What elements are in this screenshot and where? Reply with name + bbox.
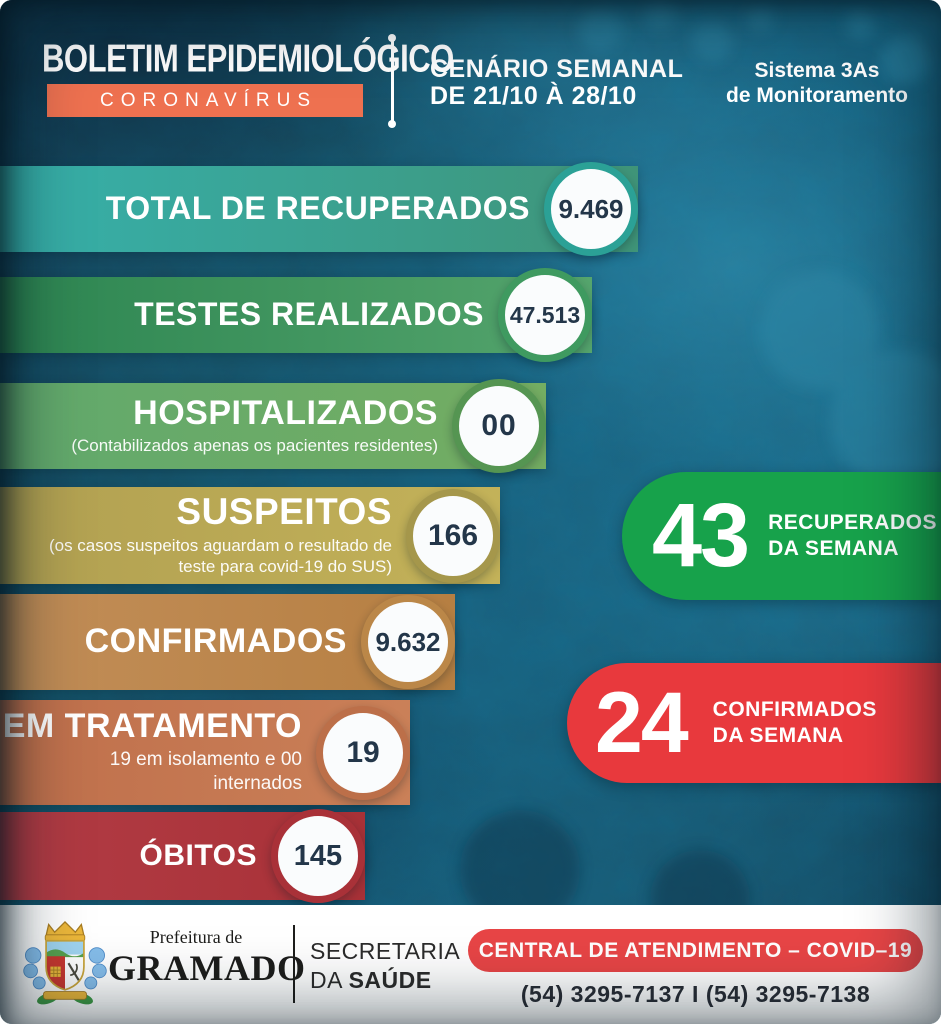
system-line2: de Monitoramento bbox=[726, 84, 908, 107]
stat-label: TOTAL DE RECUPERADOS bbox=[105, 190, 530, 227]
stat-label: TESTES REALIZADOS bbox=[134, 296, 484, 333]
footer-divider bbox=[293, 925, 295, 1003]
stat-label: EM TRATAMENTO bbox=[2, 707, 302, 746]
stat-value: 00 bbox=[481, 409, 517, 442]
value-circle: 9.469 bbox=[544, 162, 638, 256]
stat-text: HOSPITALIZADOS (Contabilizados apenas os… bbox=[71, 394, 438, 456]
stat-value: 9.469 bbox=[558, 193, 624, 224]
dept-line1: SECRETARIA bbox=[310, 938, 461, 964]
stat-label: SUSPEITOS bbox=[176, 491, 392, 533]
dept-line2-regular: DA bbox=[310, 967, 349, 993]
coronavirus-badge: CORONAVÍRUS bbox=[47, 84, 363, 117]
stat-text: ÓBITOS bbox=[140, 840, 257, 872]
stat-value: 145 bbox=[293, 839, 343, 872]
system-line1: Sistema 3As bbox=[754, 59, 880, 82]
week-label-line1: CONFIRMADOS bbox=[712, 698, 877, 721]
stat-bar-hospitalizados: HOSPITALIZADOS (Contabilizados apenas os… bbox=[0, 379, 546, 473]
stat-bar-obitos: ÓBITOS 145 bbox=[0, 809, 365, 903]
dept-line2-bold: SAÚDE bbox=[348, 967, 432, 993]
value-circle: 9.632 bbox=[361, 595, 455, 689]
period-label: CENÁRIO SEMANAL DE 21/10 À 28/10 bbox=[430, 56, 683, 110]
stat-label: CONFIRMADOS bbox=[84, 622, 347, 661]
stat-text: SUSPEITOS (os casos suspeitos aguardam o… bbox=[40, 491, 392, 577]
week-recovered-box: 43 RECUPERADOS DA SEMANA bbox=[622, 472, 941, 600]
week-confirmed-box: 24 CONFIRMADOS DA SEMANA bbox=[567, 663, 941, 783]
stat-sublabel: 19 em isolamento e 00 internados bbox=[109, 749, 302, 794]
week-recovered-label: RECUPERADOS DA SEMANA bbox=[768, 510, 937, 562]
org-big-text: GRAMADO bbox=[108, 948, 306, 988]
stat-bar-total-recuperados: TOTAL DE RECUPERADOS 9.469 bbox=[0, 162, 638, 256]
covid-hotline-banner: CENTRAL DE ATENDIMENTO – COVID–19 bbox=[468, 929, 923, 972]
stat-value: 9.632 bbox=[375, 626, 441, 657]
stat-value: 47.513 bbox=[509, 301, 581, 328]
value-circle: 19 bbox=[316, 705, 410, 800]
bulletin-title: BOLETIM EPIDEMIOLÓGICO bbox=[42, 36, 454, 80]
stat-label: ÓBITOS bbox=[139, 839, 257, 873]
period-line1: CENÁRIO SEMANAL bbox=[430, 55, 684, 83]
stat-bar-em-tratamento: EM TRATAMENTO 19 em isolamento e 00 inte… bbox=[0, 700, 410, 805]
stat-text: TOTAL DE RECUPERADOS bbox=[106, 192, 530, 226]
footer: Prefeitura de GRAMADO SECRETARIA DA SAÚD… bbox=[0, 905, 941, 1024]
week-recovered-number: 43 bbox=[652, 486, 750, 586]
prefeitura-gramado-wordmark: Prefeitura de GRAMADO bbox=[108, 927, 306, 988]
stat-sublabel: (os casos suspeitos aguardam o resultado… bbox=[48, 536, 392, 577]
stat-text: EM TRATAMENTO 19 em isolamento e 00 inte… bbox=[3, 709, 302, 795]
stat-value: 19 bbox=[346, 735, 380, 769]
stat-label: HOSPITALIZADOS bbox=[133, 394, 438, 433]
week-label-line1: RECUPERADOS bbox=[768, 511, 937, 534]
value-circle: 47.513 bbox=[498, 268, 592, 362]
week-confirmed-label: CONFIRMADOS DA SEMANA bbox=[713, 697, 877, 749]
header-divider bbox=[388, 34, 396, 128]
stat-bar-confirmados: CONFIRMADOS 9.632 bbox=[0, 594, 455, 690]
secretaria-saude-label: SECRETARIA DA SAÚDE bbox=[310, 937, 460, 995]
dept-line2: DA SAÚDE bbox=[310, 966, 460, 995]
stat-text: TESTES REALIZADOS bbox=[134, 298, 484, 332]
hotline-phone-numbers: (54) 3295-7137 I (54) 3295-7138 bbox=[520, 981, 871, 1007]
stat-bar-suspeitos: SUSPEITOS (os casos suspeitos aguardam o… bbox=[0, 487, 500, 584]
stat-bar-testes-realizados: TESTES REALIZADOS 47.513 bbox=[0, 268, 592, 362]
week-label-line2: DA SEMANA bbox=[768, 537, 899, 560]
week-confirmed-number: 24 bbox=[595, 675, 689, 771]
gramado-crest-logo bbox=[23, 920, 107, 1005]
stat-text: CONFIRMADOS bbox=[84, 622, 347, 661]
value-circle: 166 bbox=[406, 488, 500, 583]
stat-sublabel: (Contabilizados apenas os pacientes resi… bbox=[71, 435, 438, 455]
week-label-line2: DA SEMANA bbox=[712, 724, 844, 747]
value-circle: 00 bbox=[452, 379, 546, 473]
stat-value: 166 bbox=[427, 518, 479, 552]
org-small-text: Prefeitura de bbox=[149, 927, 243, 947]
value-circle: 145 bbox=[271, 809, 365, 903]
monitoring-system-label: Sistema 3As de Monitoramento bbox=[717, 58, 917, 108]
period-line2: DE 21/10 À 28/10 bbox=[430, 82, 637, 110]
